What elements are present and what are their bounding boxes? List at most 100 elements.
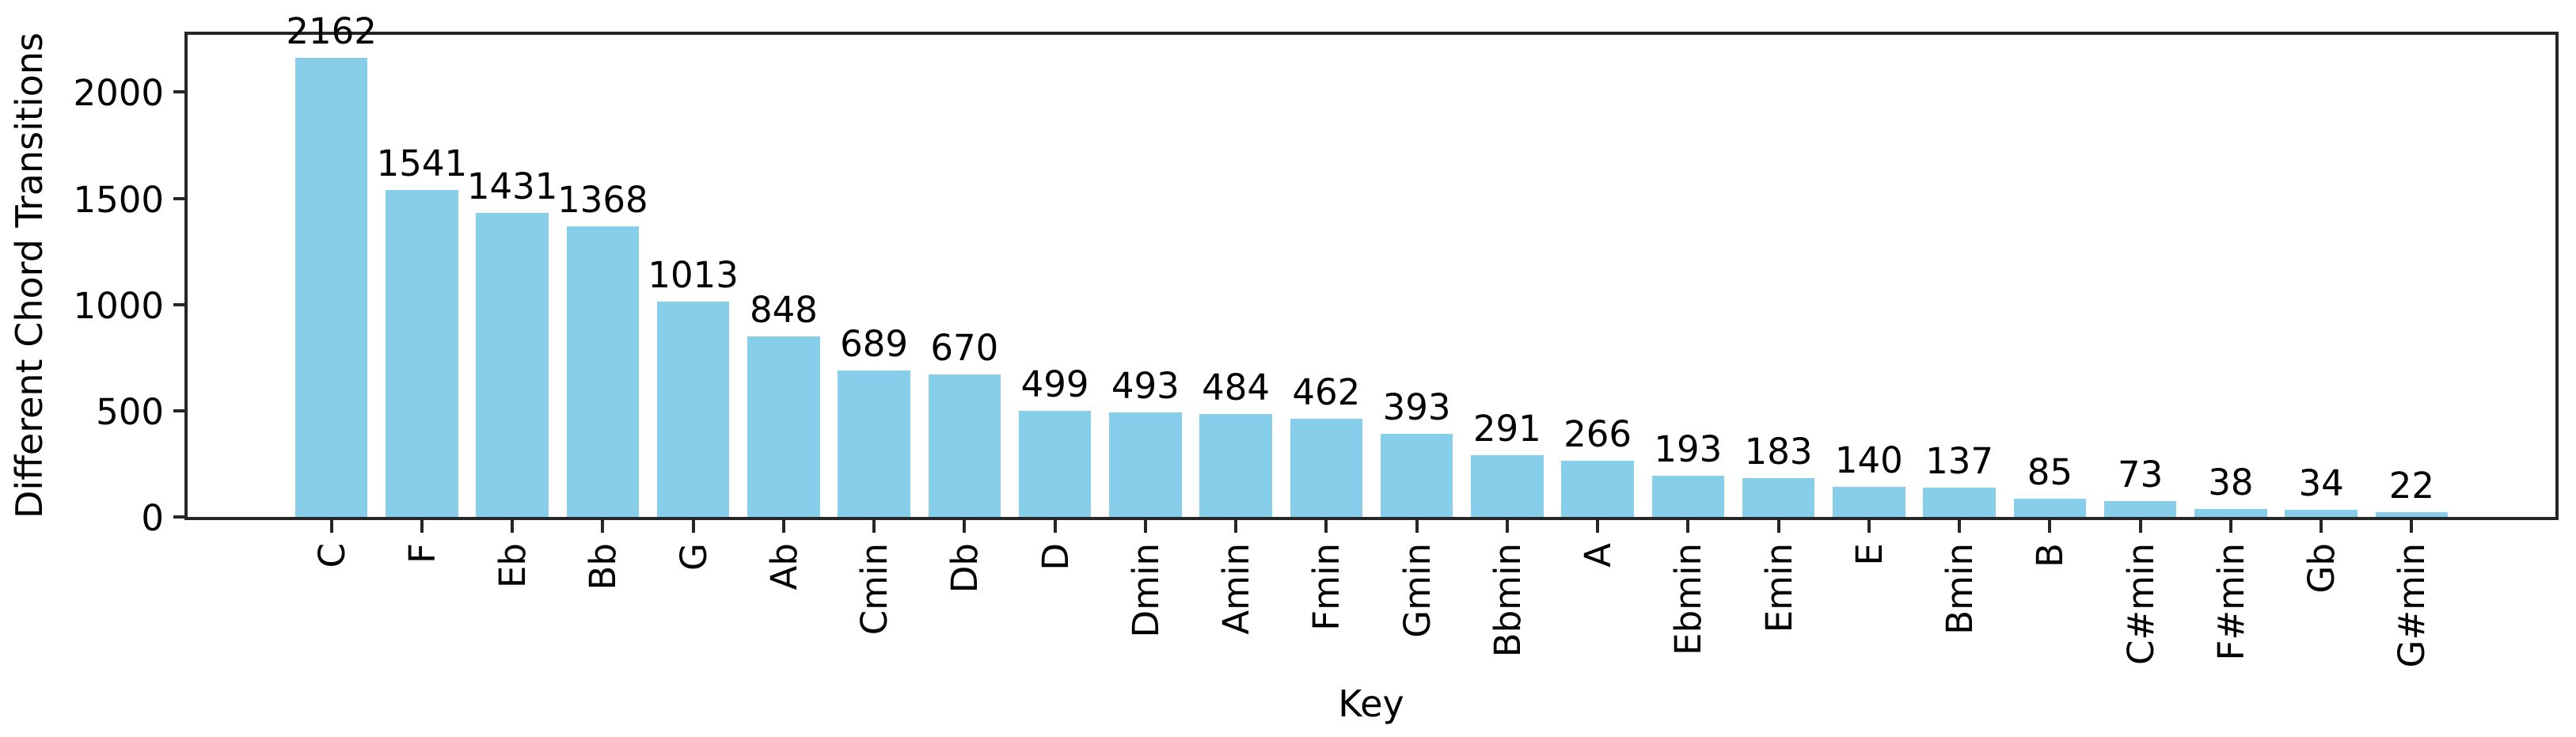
y-tick-label: 2000 [73,72,164,115]
bar-value-label: 183 [1744,430,1813,473]
x-tick-mark [1324,520,1328,533]
x-tick-label: Bmin [1939,543,1981,635]
x-tick-mark [691,520,695,533]
bar-value-label: 140 [1834,439,1903,482]
bar-value-label: 393 [1382,386,1451,428]
bar-value-label: 266 [1563,412,1632,455]
bar [2375,512,2449,517]
x-tick-label: G [672,543,715,571]
bar [1290,419,1363,517]
x-tick-label: Ebmin [1667,543,1710,655]
bar [1651,476,1725,517]
bar [1742,477,1815,517]
x-axis-label: Key [1338,682,1404,725]
bar [1471,454,1544,517]
x-tick-mark [1234,520,1238,533]
bar-value-label: 1541 [376,142,468,184]
bar [476,213,549,517]
bar [928,374,1001,517]
x-tick-mark [511,520,515,533]
x-tick-label: Eb [492,543,534,588]
x-tick-label: A [1577,543,1620,568]
x-tick-mark [1053,520,1057,533]
x-tick-label: Fmin [1305,543,1348,631]
x-tick-mark [1958,520,1962,533]
bar [656,302,730,517]
x-tick-label: E [1848,543,1890,566]
x-tick-mark [2228,520,2232,533]
x-tick-label: C [310,543,353,568]
bar-value-label: 38 [2208,461,2254,503]
x-tick-mark [1686,520,1690,533]
bar [2285,509,2358,517]
bar-value-label: 462 [1292,371,1361,414]
x-tick-mark [1596,520,1600,533]
bar [1109,412,1182,517]
bar [294,57,368,517]
bar-value-label: 85 [2027,451,2073,494]
bar-value-label: 1368 [557,178,648,221]
x-tick-label: Db [944,543,986,594]
x-tick-label: Bbmin [1486,543,1529,658]
x-tick-label: Bb [582,543,625,591]
x-tick-label: F#min [2209,543,2252,661]
y-tick-mark [173,302,184,306]
x-tick-label: Ab [762,543,805,591]
bar-value-label: 493 [1111,364,1180,407]
bar-value-label: 689 [840,323,909,366]
x-tick-mark [2320,520,2323,533]
x-tick-label: Cmin [853,543,896,636]
bar [1199,414,1272,517]
bar-value-label: 137 [1925,440,1994,483]
bar [1380,433,1453,517]
bar-value-label: 34 [2298,462,2344,504]
y-tick-mark [173,196,184,200]
x-tick-mark [963,520,967,533]
bar-value-label: 848 [749,289,818,332]
x-tick-mark [2138,520,2142,533]
bar-value-label: 193 [1654,428,1723,471]
x-tick-mark [1867,520,1871,533]
bar [1018,411,1092,517]
bar-value-label: 291 [1472,407,1541,450]
x-tick-mark [1505,520,1509,533]
x-tick-mark [1143,520,1147,533]
y-tick-label: 1000 [73,284,164,327]
bar-value-label: 2162 [286,9,377,52]
bar [566,226,640,517]
x-tick-mark [1776,520,1780,533]
x-tick-label: D [1034,543,1077,571]
x-tick-label: Gb [2301,543,2343,594]
bar [838,370,910,517]
x-tick-label: C#min [2119,543,2162,665]
x-tick-mark [1415,520,1419,533]
x-tick-mark [2048,520,2052,533]
x-tick-label: Gmin [1396,543,1438,638]
x-tick-mark [420,520,424,533]
x-tick-label: F [401,543,443,564]
bar-value-label: 1013 [648,254,739,297]
bar [1923,488,1996,517]
x-tick-label: Amin [1215,543,1258,635]
x-tick-mark [781,520,785,533]
y-tick-label: 1500 [73,178,164,221]
bar-value-label: 670 [930,327,999,370]
x-tick-label: Dmin [1124,543,1167,638]
bar [2103,501,2177,517]
bar [2013,499,2087,517]
y-tick-label: 500 [96,390,164,433]
y-axis-label: Different Chord Transitions [8,32,51,519]
bar [2194,508,2267,517]
bar-value-label: 73 [2117,454,2164,496]
x-tick-mark [329,520,333,533]
bar [1561,460,1634,517]
y-tick-mark [173,408,184,412]
bar [1833,487,1905,517]
bar-value-label: 484 [1202,367,1271,409]
y-tick-mark [173,90,184,94]
x-tick-mark [2410,520,2414,533]
x-tick-label: Emin [1757,543,1800,633]
y-tick-label: 0 [141,497,164,539]
bar [747,336,820,517]
